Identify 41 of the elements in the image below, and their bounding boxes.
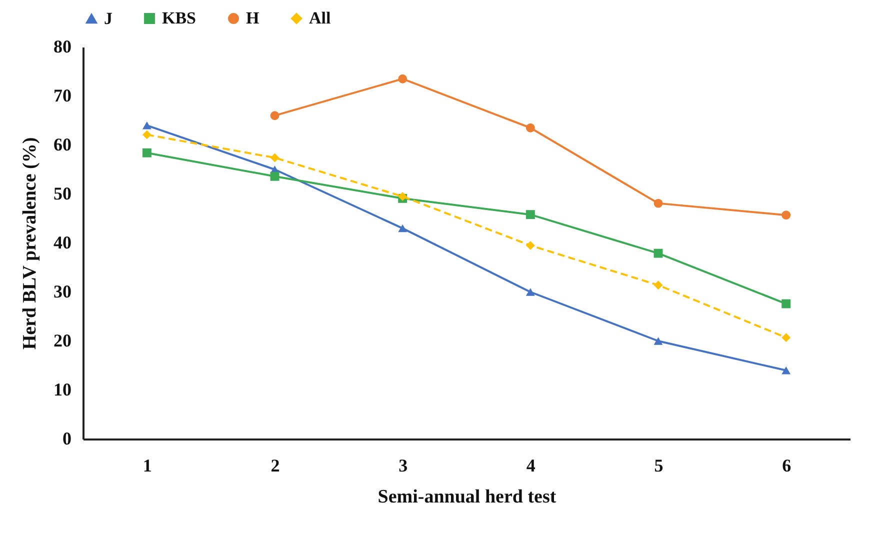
x-tick-label: 4: [526, 456, 536, 476]
point: [270, 172, 280, 181]
point: [782, 210, 791, 220]
point: [654, 337, 663, 345]
point: [526, 288, 535, 296]
x-tick-label: 3: [398, 456, 408, 476]
point: [526, 123, 535, 132]
point: [142, 122, 152, 130]
y-axis-title: Herd BLV prevalence (%): [20, 137, 40, 350]
point: [782, 299, 791, 308]
x-tick-label: 2: [270, 456, 280, 476]
point: [654, 280, 663, 290]
x-tick-label: 5: [654, 456, 664, 476]
point: [270, 153, 280, 162]
point: [398, 224, 408, 232]
point: [654, 198, 663, 208]
point: [526, 240, 535, 250]
y-tick-label: 40: [54, 232, 72, 252]
x-axis-title: Semi-annual herd test: [378, 486, 557, 508]
point: [398, 74, 408, 84]
y-tick-label: 10: [54, 380, 72, 400]
point: [654, 248, 663, 258]
point: [782, 333, 791, 342]
x-tick-label: 6: [782, 456, 792, 476]
y-tick-label: 80: [54, 36, 72, 56]
point: [526, 210, 535, 220]
y-tick-label: 20: [54, 330, 72, 350]
legend-label: J: [104, 8, 113, 28]
legend-label: H: [246, 8, 260, 28]
y-tick-label: 70: [54, 86, 72, 106]
y-tick-label: 0: [62, 428, 72, 448]
point: [142, 148, 152, 158]
y-tick-label: 50: [54, 184, 72, 204]
x-tick-label: 1: [142, 456, 152, 476]
legend-label: KBS: [162, 8, 196, 28]
y-tick-label: 30: [54, 282, 72, 302]
legend-label: All: [309, 8, 331, 28]
point: [142, 130, 152, 140]
point: [782, 366, 791, 374]
point: [270, 111, 280, 120]
y-tick-label: 60: [54, 134, 72, 154]
